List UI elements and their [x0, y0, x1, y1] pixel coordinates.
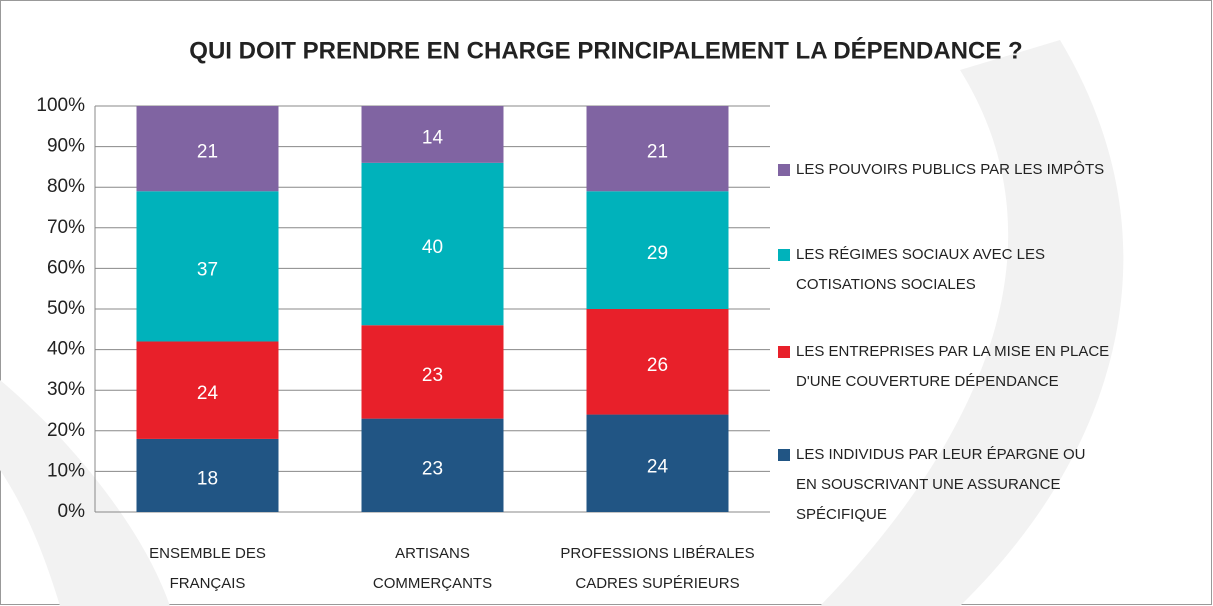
y-tick-label: 80%	[47, 176, 85, 197]
y-tick-label: 100%	[36, 95, 85, 116]
data-label: 21	[647, 142, 668, 163]
legend-label: COTISATIONS SOCIALES	[796, 276, 976, 293]
x-tick-label: PROFESSIONS LIBÉRALES	[560, 545, 754, 562]
bar-segment	[136, 106, 279, 192]
y-tick-label: 30%	[47, 379, 85, 400]
data-label: 24	[197, 383, 219, 404]
bar-segment	[136, 341, 279, 439]
legend-swatch	[778, 449, 790, 461]
y-tick-label: 70%	[47, 217, 85, 238]
watermark	[0, 380, 170, 606]
x-tick-label: ENSEMBLE DES	[149, 545, 266, 562]
data-label: 40	[422, 237, 443, 258]
data-label: 37	[197, 259, 218, 280]
data-label: 26	[647, 355, 668, 376]
watermark	[820, 40, 1124, 606]
y-tick-label: 10%	[47, 460, 85, 481]
y-tick-label: 40%	[47, 339, 85, 360]
y-tick-label: 20%	[47, 420, 85, 441]
bar-segment	[586, 309, 729, 415]
bar-segment	[586, 191, 729, 309]
bar-segment	[361, 106, 504, 163]
data-label: 23	[422, 365, 443, 386]
y-tick-label: 50%	[47, 298, 85, 319]
legend-label: LES POUVOIRS PUBLICS PAR LES IMPÔTS	[796, 161, 1104, 178]
x-tick-label: COMMERÇANTS	[373, 575, 492, 592]
y-tick-label: 60%	[47, 257, 85, 278]
x-tick-label: ARTISANS	[395, 545, 470, 562]
legend-swatch	[778, 249, 790, 261]
bar-segment	[136, 191, 279, 342]
legend-swatch	[778, 164, 790, 176]
bar-segment	[361, 418, 504, 512]
bar-segment	[361, 162, 504, 326]
bar-segment	[586, 414, 729, 512]
bar-segment	[136, 438, 279, 512]
data-label: 14	[422, 127, 444, 148]
data-label: 29	[647, 243, 668, 264]
legend-label: LES ENTREPRISES PAR LA MISE EN PLACE	[796, 343, 1109, 360]
legend-label: EN SOUSCRIVANT UNE ASSURANCE	[796, 476, 1061, 493]
legend-label: SPÉCIFIQUE	[796, 506, 887, 523]
x-tick-label: CADRES SUPÉRIEURS	[575, 575, 739, 592]
legend-label: LES RÉGIMES SOCIAUX AVEC LES	[796, 246, 1045, 263]
data-label: 24	[647, 456, 669, 477]
y-tick-label: 90%	[47, 136, 85, 157]
data-label: 21	[197, 142, 218, 163]
y-tick-label: 0%	[58, 501, 86, 522]
data-label: 23	[422, 458, 443, 479]
bar-segment	[361, 325, 504, 419]
bar-segment	[586, 106, 729, 192]
x-tick-label: FRANÇAIS	[170, 575, 246, 592]
legend-label: D'UNE COUVERTURE DÉPENDANCE	[796, 373, 1059, 390]
chart-title: QUI DOIT PRENDRE EN CHARGE PRINCIPALEMEN…	[189, 36, 1022, 64]
legend-label: LES INDIVIDUS PAR LEUR ÉPARGNE OU	[796, 446, 1086, 463]
legend-swatch	[778, 346, 790, 358]
data-label: 18	[197, 468, 218, 489]
